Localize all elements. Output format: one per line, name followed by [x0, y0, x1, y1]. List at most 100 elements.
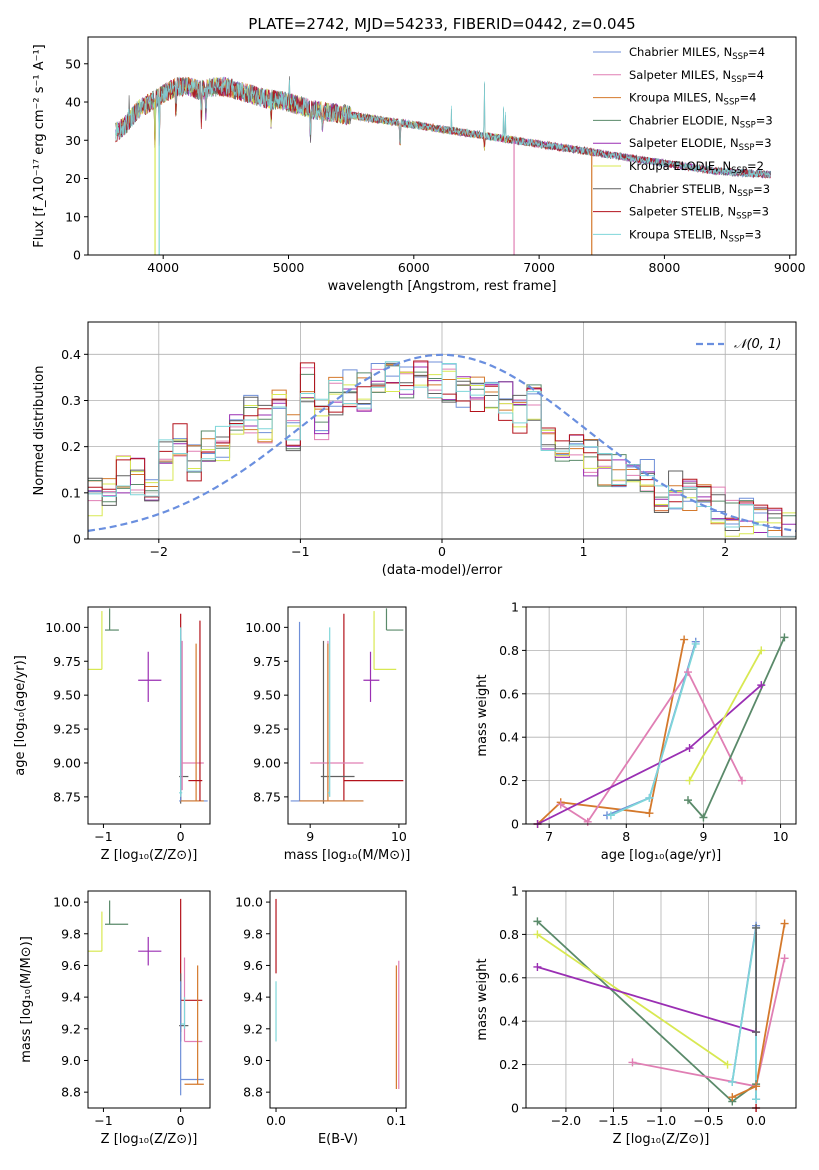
weight-marker	[752, 1095, 761, 1104]
legend-label: Kroupa STELIB, NSSP=3	[629, 227, 761, 244]
y-tick-label: 10.00	[245, 620, 281, 635]
weight-marker	[728, 1077, 737, 1086]
weight-marker	[752, 923, 761, 932]
y-axis-label: mass weight	[475, 958, 490, 1040]
axes-frame	[87, 890, 211, 1109]
y-tick-label: 10.0	[235, 895, 263, 910]
axes-frame	[87, 36, 797, 256]
y-axis-label: mass [log₁₀(M/M⊙)]	[19, 936, 34, 1063]
legend-label: Salpeter ELODIE, NSSP=3	[629, 136, 772, 153]
x-tick-label: 0	[177, 1113, 185, 1128]
y-tick-label: 0.1	[61, 485, 81, 500]
x-axis-label: Z [log₁₀(Z/Z⊙)]	[101, 848, 198, 863]
y-tick-label: 0	[73, 532, 81, 547]
y-axis-label: Normed distribution	[32, 366, 47, 496]
legend-label: Chabrier MILES, NSSP=4	[629, 45, 765, 62]
legend-label: Chabrier STELIB, NSSP=3	[629, 182, 770, 199]
weight-marker	[757, 646, 766, 655]
legend-label: Salpeter MILES, NSSP=4	[629, 68, 764, 85]
x-tick-label: −2	[150, 544, 168, 559]
x-tick-label: −1	[94, 829, 112, 844]
y-tick-label: 0	[511, 817, 519, 832]
y-tick-label: 8.8	[61, 1085, 81, 1100]
y-tick-label: 0.2	[499, 773, 519, 788]
weight-line-chabrier-elodie	[536, 920, 757, 1103]
legend-label: Salpeter STELIB, NSSP=3	[629, 205, 769, 222]
x-tick-label: 8000	[649, 260, 681, 275]
weight-marker	[645, 793, 654, 802]
y-axis-label: mass weight	[475, 674, 490, 756]
weight-line-kroupa-miles	[536, 639, 685, 824]
y-tick-label: 1	[511, 600, 519, 615]
y-tick-label: 50	[65, 56, 81, 71]
legend-label: Chabrier ELODIE, NSSP=3	[629, 113, 773, 130]
gaussian-legend-label: 𝒩(0, 1)	[734, 337, 781, 352]
weight-marker	[628, 1058, 637, 1067]
x-tick-label: −0.5	[693, 1113, 723, 1128]
y-tick-label: 9.8	[61, 926, 81, 941]
x-axis-label: Z [log₁₀(Z/Z⊙)]	[101, 1132, 198, 1147]
mass_vs_ebv-plot-area	[275, 898, 400, 1089]
histogram-kroupa-stelib	[88, 361, 796, 539]
x-axis-label: (data-model)/error	[382, 563, 503, 578]
x-tick-label: 9	[306, 829, 314, 844]
weight-marker	[533, 917, 542, 926]
y-tick-label: 9.2	[243, 1021, 263, 1036]
weight-marker	[780, 919, 789, 928]
massweight_vs_Z-panel: −2.0 −1.5 −1.0 −0.5 0.0 0 0.2 0.4 0.6 0.8 1 Z [log₁…	[475, 884, 797, 1147]
weight-line-salpeter-elodie	[537, 966, 757, 1033]
weight-marker	[752, 1028, 761, 1037]
weight-marker	[556, 800, 565, 809]
axes-frame	[87, 321, 797, 540]
weight-marker	[684, 796, 692, 805]
x-tick-label: −1	[94, 1113, 112, 1128]
x-axis-label: Z [log₁₀(Z/Z⊙)]	[613, 1132, 710, 1147]
y-tick-label: 8.75	[53, 789, 81, 804]
weight-marker	[699, 813, 708, 822]
x-tick-label: 1	[580, 544, 588, 559]
weight-marker	[685, 744, 694, 753]
weight-marker	[533, 930, 542, 939]
y-tick-label: 9.50	[53, 688, 81, 703]
y-tick-label: 40	[65, 95, 81, 110]
x-tick-label: 4000	[147, 260, 179, 275]
mass_vs_Z-panel: −1 0 8.8 9.0 9.2 9.4 9.6 9.8 10.0 Z [log₁₀(Z/Z⊙)]…	[19, 890, 211, 1147]
weight-marker	[752, 1082, 761, 1091]
residuals-panel: −2 −1 0 1 2 0 0.1 0.2 0.3 0.4 (data-model)/error No…	[32, 321, 797, 578]
weight-marker	[606, 811, 615, 820]
x-axis-label: wavelength [Angstrom, rest frame]	[328, 279, 557, 294]
panels-container: 4000 5000 6000 7000 8000 900001020304050wavel…	[13, 36, 806, 1147]
weight-marker	[685, 776, 694, 785]
weight-line-kroupa-elodie	[688, 649, 763, 782]
y-tick-label: 0.8	[499, 927, 519, 942]
weight-marker	[728, 1093, 737, 1102]
y-tick-label: 0.2	[499, 1057, 519, 1072]
y-tick-label: 10.0	[53, 895, 81, 910]
x-tick-label: 0.0	[266, 1113, 286, 1128]
age_vs_Z-plot-area	[88, 608, 208, 804]
mass_vs_Z-plot-area	[88, 898, 204, 1096]
spectrum-panel: 4000 5000 6000 7000 8000 9000 0 10 20 30 40 50 wavel…	[32, 36, 806, 294]
y-tick-label: 9.8	[243, 926, 263, 941]
y-tick-label: 0	[511, 1101, 519, 1116]
weight-marker	[780, 633, 789, 642]
weight-line-kroupa-stelib	[731, 927, 757, 1100]
mass_vs_ebv-panel: 0.0 0.1 8.8 9.0 9.2 9.4 9.6 9.8 10.0 E(B-V)	[235, 890, 407, 1147]
y-tick-label: 9.2	[61, 1021, 81, 1036]
y-tick-label: 9.0	[243, 1053, 263, 1068]
weight-line-chabrier-elodie	[687, 637, 786, 820]
x-tick-label: 10	[773, 829, 789, 844]
y-tick-label: 9.6	[61, 958, 81, 973]
y-axis-label: age [log₁₀(age/yr)]	[13, 655, 28, 776]
y-tick-label: 9.4	[61, 990, 81, 1005]
x-tick-label: 7000	[523, 260, 555, 275]
weight-marker	[645, 809, 654, 818]
weight-line-kroupa-miles	[731, 923, 786, 1099]
weight-marker	[757, 681, 766, 690]
y-tick-label: 8.75	[253, 789, 281, 804]
y-tick-label: 10	[65, 209, 81, 224]
spectrum-line-kroupa-stelib	[115, 76, 771, 179]
x-axis-label: E(B-V)	[318, 1132, 358, 1147]
y-axis-label: Flux [f_λ10⁻¹⁷ erg cm⁻² s⁻¹ A⁻¹]	[32, 44, 47, 248]
